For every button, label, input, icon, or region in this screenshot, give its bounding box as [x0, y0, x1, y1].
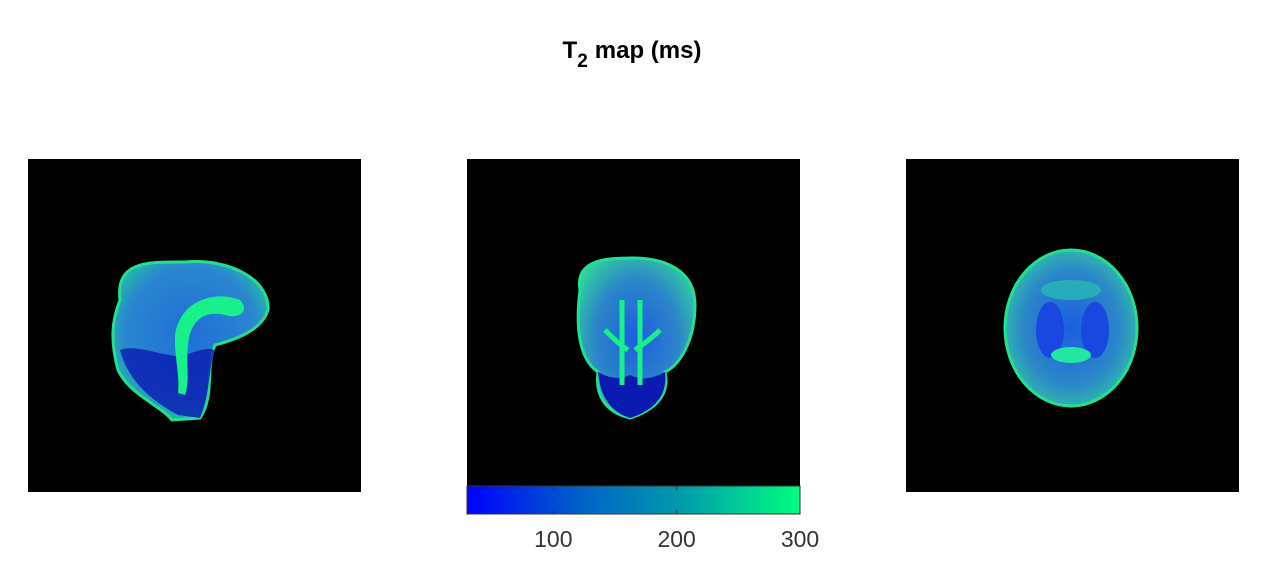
sagittal-panel — [28, 159, 361, 492]
colorbar-tick-label: 300 — [781, 526, 819, 552]
title-rest: map (ms) — [595, 37, 702, 64]
title: T2 map (ms) — [563, 37, 702, 72]
title-base: T — [563, 37, 578, 64]
colorbar-tick-label: 100 — [534, 526, 572, 552]
colorbar-tick-label: 200 — [657, 526, 695, 552]
colorbar: 100 200 300 — [466, 485, 819, 552]
coronal-panel — [467, 159, 800, 492]
colorbar-scale — [466, 485, 801, 515]
axial-panel — [906, 159, 1239, 492]
title-subscript: 2 — [577, 51, 588, 72]
